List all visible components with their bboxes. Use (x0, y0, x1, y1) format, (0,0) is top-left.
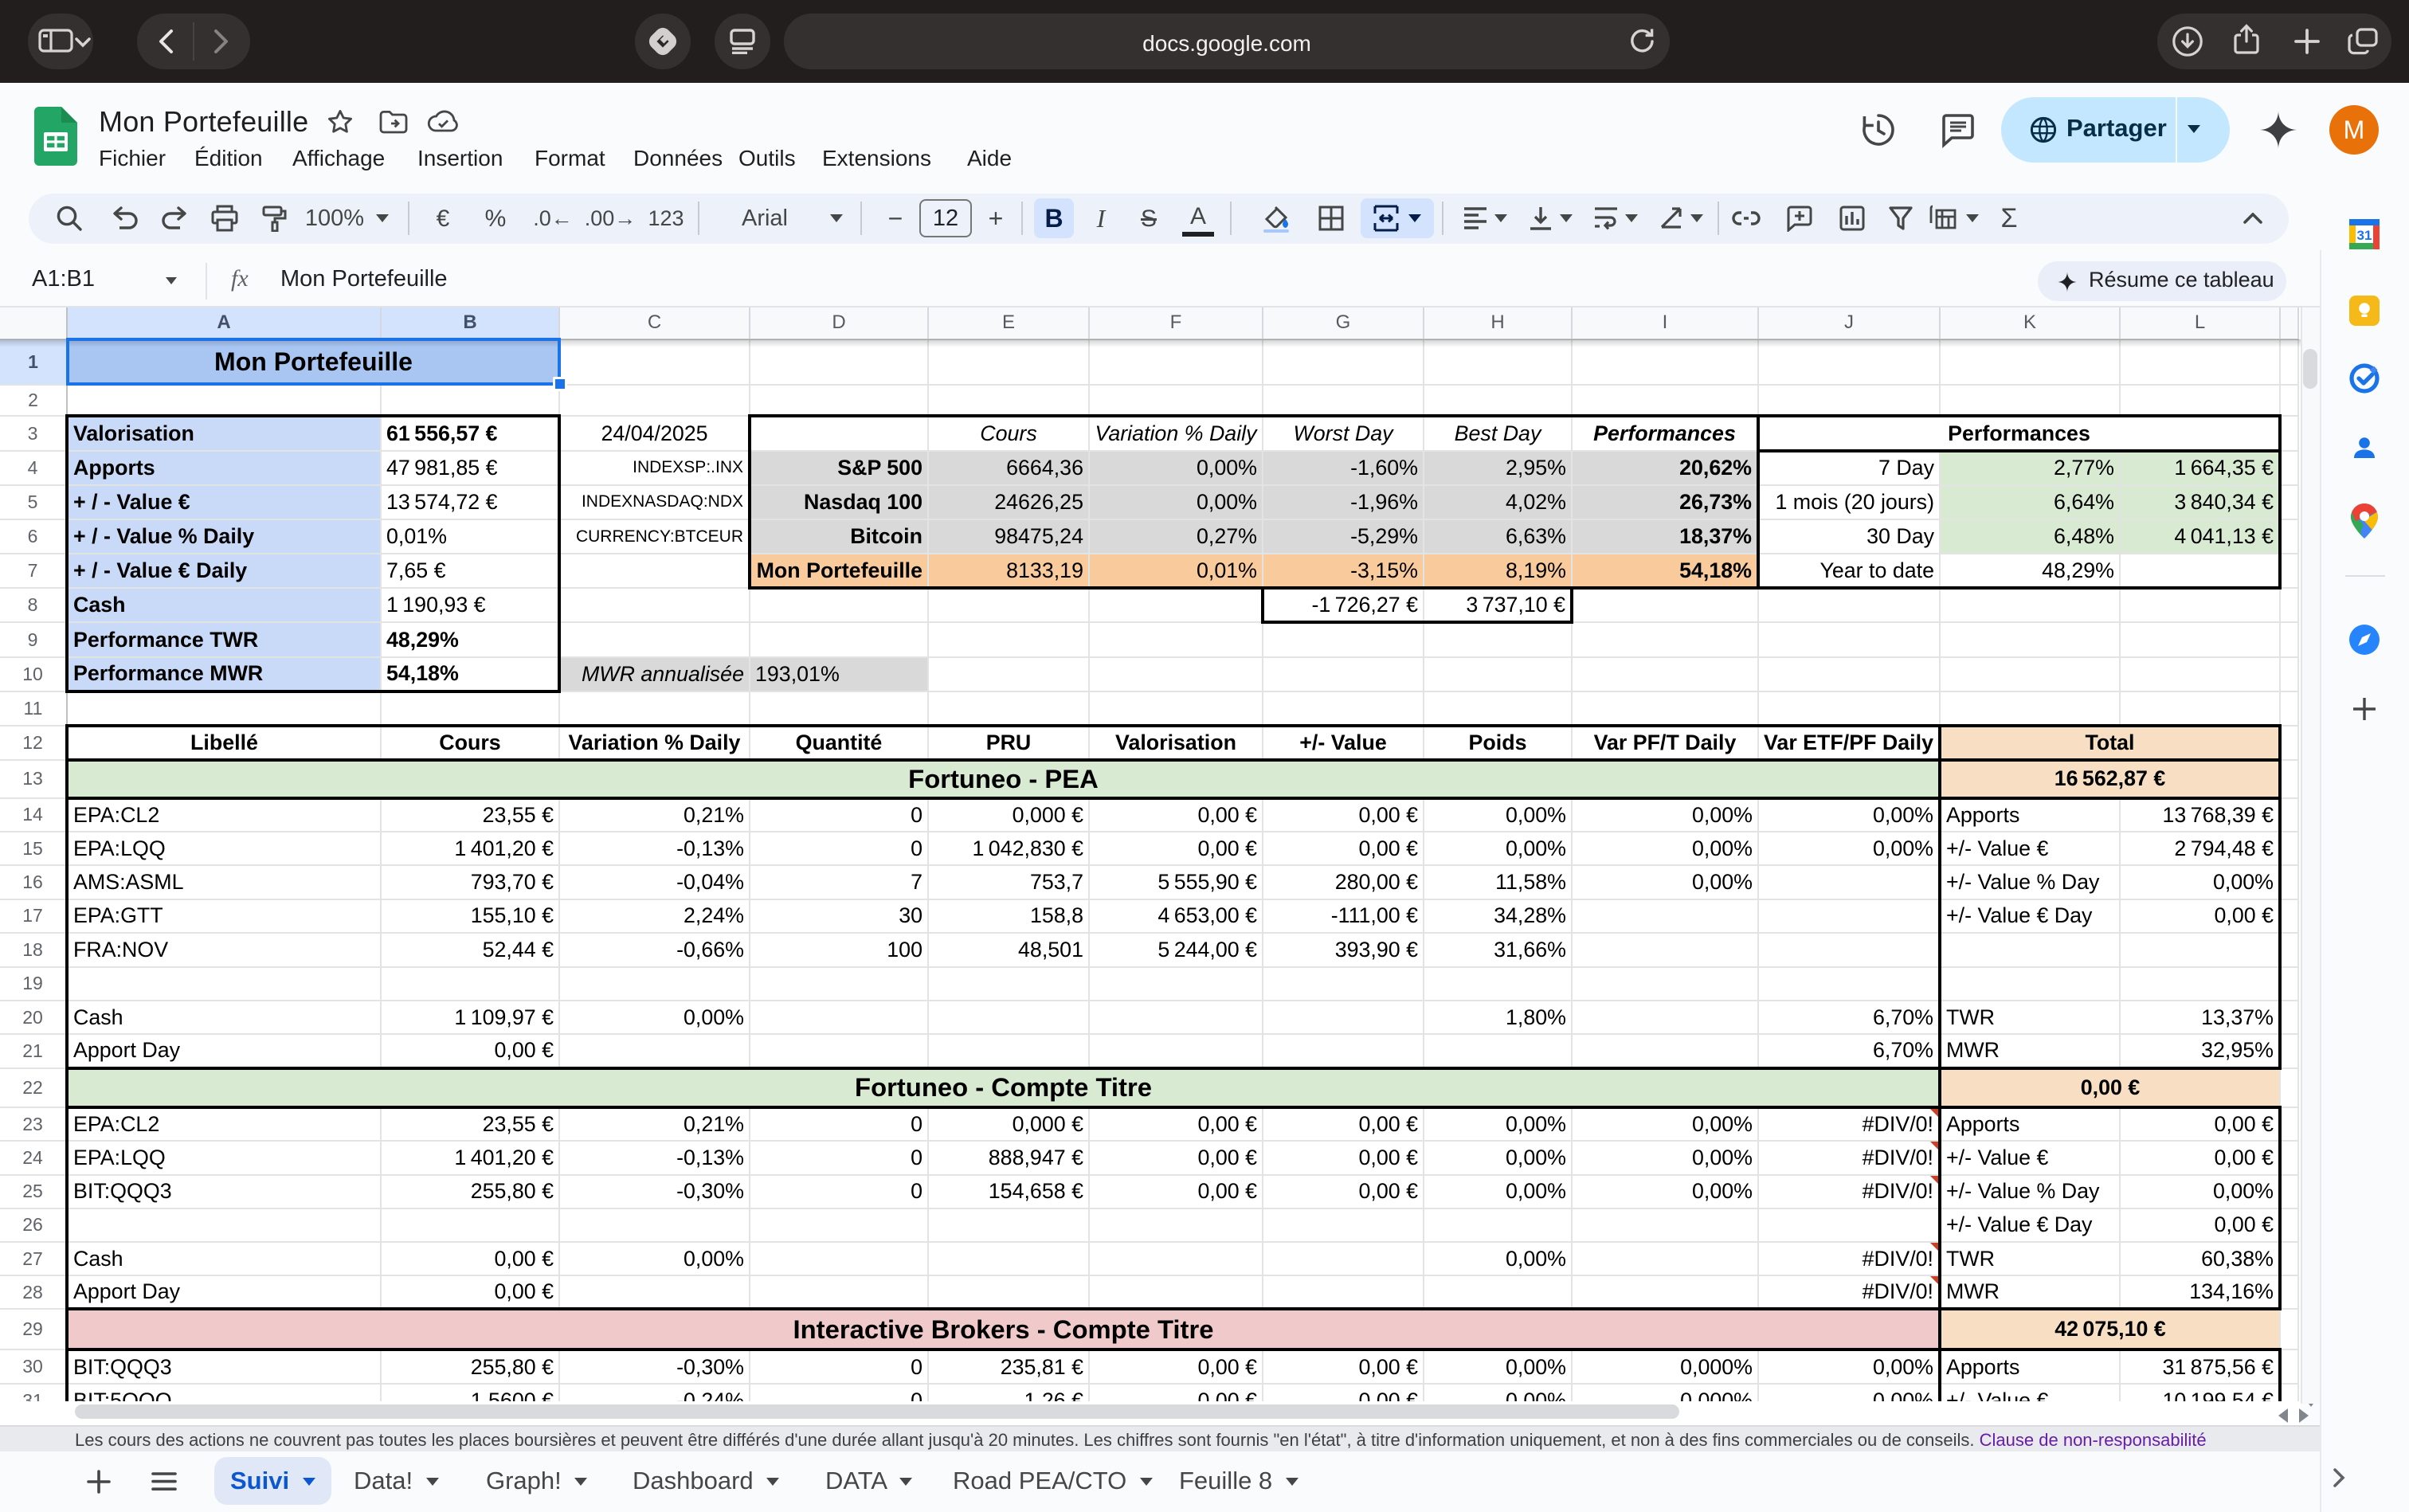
svg-text:31: 31 (2357, 228, 2372, 243)
